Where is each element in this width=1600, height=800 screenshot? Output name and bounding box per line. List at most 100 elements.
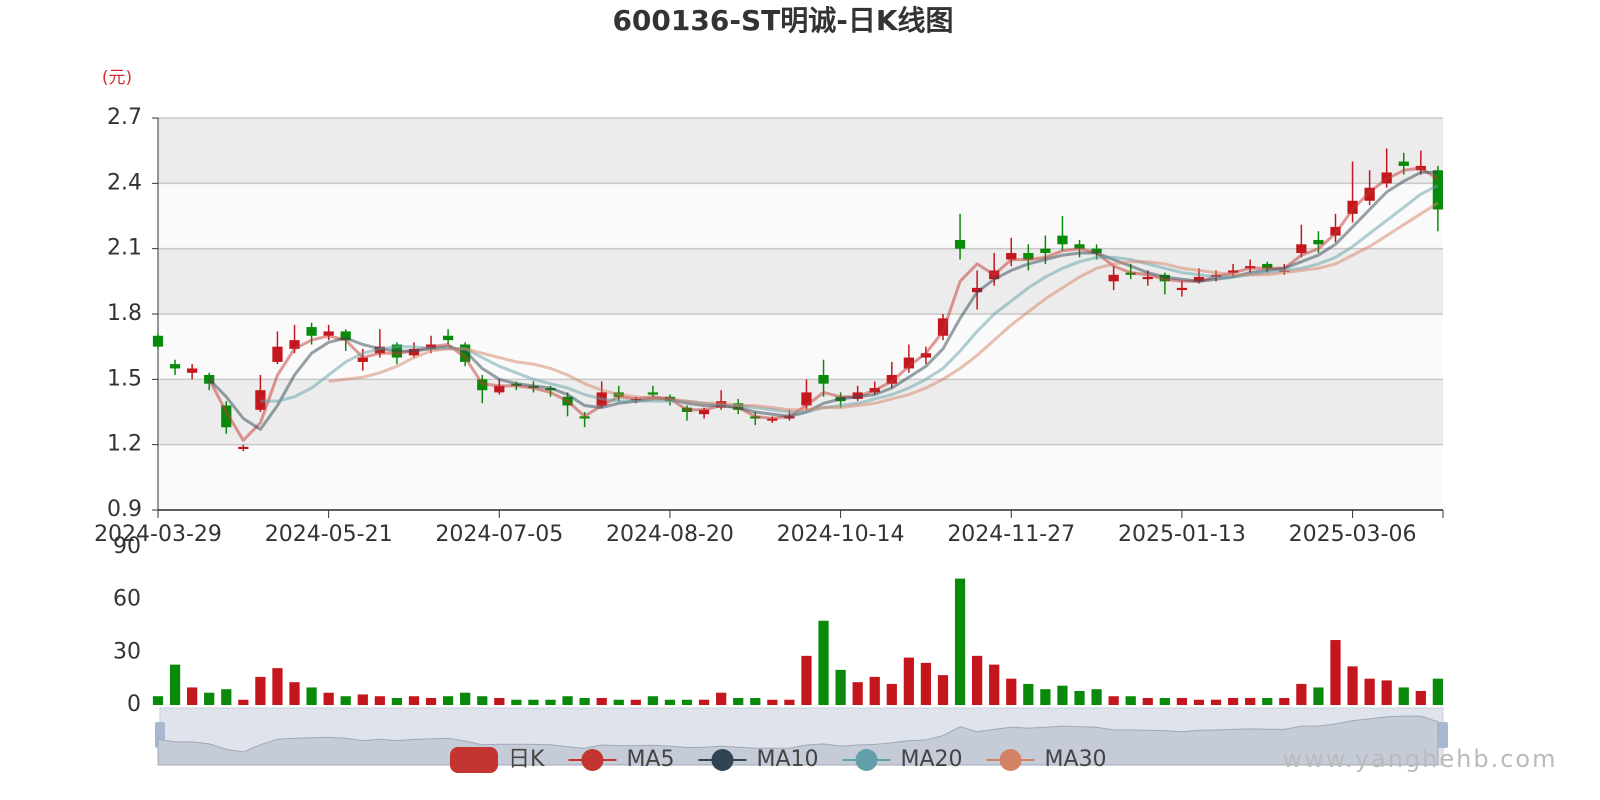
volume-bar <box>425 697 437 705</box>
volume-bar <box>596 697 607 705</box>
candle-body <box>238 446 249 450</box>
candle-body <box>1057 235 1068 245</box>
ma-line <box>328 201 1439 412</box>
volume-bar <box>494 697 505 705</box>
candle-body <box>357 357 368 362</box>
candle-body <box>1296 244 1307 254</box>
candle-body <box>323 331 334 336</box>
candle-body <box>1193 276 1205 282</box>
chart-title: 600136-ST明诚-日K线图 <box>612 4 953 37</box>
volume-bar <box>255 676 266 705</box>
volume-bar <box>272 668 283 705</box>
candle-body <box>1091 248 1102 254</box>
volume-bar <box>1330 640 1341 705</box>
zoom-handle[interactable] <box>1438 722 1448 748</box>
volume-bar <box>698 699 710 705</box>
volume-bar <box>323 692 334 705</box>
volume-bar <box>442 696 454 705</box>
volume-bar <box>903 657 914 705</box>
volume-bar <box>1262 697 1273 705</box>
volume-bar <box>613 699 624 705</box>
volume-bar <box>238 699 249 705</box>
y-unit: (元) <box>102 68 132 88</box>
candle-body <box>494 385 505 393</box>
y-tick-label: 90 <box>113 534 141 559</box>
volume-bar <box>1057 685 1068 705</box>
candle-body <box>1006 253 1017 260</box>
volume-bar <box>835 669 846 705</box>
legend-swatch <box>450 747 498 773</box>
x-tick-label: 2024-07-05 <box>435 522 563 547</box>
volume-bar <box>852 682 863 705</box>
candle-body <box>187 368 198 373</box>
grid-band <box>158 118 1443 184</box>
candle-body <box>903 357 914 369</box>
volume-bar <box>1108 696 1119 705</box>
candle-body <box>1347 200 1358 214</box>
candle-body <box>340 331 351 341</box>
volume-bar <box>733 697 744 705</box>
volume-bar <box>801 655 812 705</box>
candle-body <box>152 335 164 347</box>
candle-body <box>1040 248 1051 254</box>
volume-bar <box>1364 678 1375 705</box>
volume-bar <box>1381 680 1392 705</box>
x-tick-label: 2025-03-06 <box>1289 522 1417 547</box>
x-tick-label: 2025-01-13 <box>1118 522 1246 547</box>
candle-body <box>1176 287 1188 291</box>
volume-bar <box>374 696 385 705</box>
x-tick-label: 2024-10-14 <box>777 522 905 547</box>
y-tick-label: 2.4 <box>107 170 142 195</box>
watermark: www.yanghehb.com <box>1283 745 1558 773</box>
candle-body <box>1313 239 1324 245</box>
volume-bar <box>647 696 659 705</box>
legend-label: 日K <box>508 747 545 772</box>
y-tick-label: 2.7 <box>107 105 142 130</box>
candle-body <box>954 239 966 249</box>
volume-bar <box>681 699 693 705</box>
candle-body <box>289 340 300 349</box>
candle-body <box>698 409 710 415</box>
candle-body <box>460 344 471 362</box>
volume-bar <box>869 676 880 705</box>
volume-bar <box>1296 683 1307 705</box>
candle-body <box>920 353 932 358</box>
volume-bar <box>1125 696 1136 705</box>
volume-bar <box>562 696 573 705</box>
volume-bar <box>1040 689 1051 705</box>
volume-bar <box>579 697 590 705</box>
grid-band <box>158 183 1443 249</box>
candle-body <box>647 392 659 395</box>
legend-label: MA20 <box>901 747 963 772</box>
candle-body <box>818 374 829 384</box>
y-tick-label: 0 <box>127 692 141 717</box>
volume-bar <box>1006 678 1017 705</box>
candle-body <box>1074 244 1085 249</box>
volume-bar <box>886 683 897 705</box>
volume-bar <box>545 699 556 705</box>
volume-bar <box>169 664 181 705</box>
y-tick-label: 1.8 <box>107 301 142 326</box>
candle-body <box>1432 170 1443 210</box>
volume-bar <box>408 696 420 705</box>
legend-label: MA10 <box>756 747 818 772</box>
volume-bar <box>1074 690 1085 705</box>
volume-bar <box>357 694 368 705</box>
candle-body <box>886 374 897 384</box>
volume-bar <box>1210 699 1222 705</box>
x-tick-label: 2024-05-21 <box>265 522 393 547</box>
candle-body <box>272 346 283 362</box>
volume-bar <box>1398 687 1409 705</box>
volume-bar <box>204 692 215 705</box>
volume-bar <box>1193 699 1205 705</box>
legend-swatch <box>581 749 604 771</box>
legend-swatch <box>711 749 734 771</box>
y-tick-label: 1.5 <box>107 366 142 391</box>
volume-bar <box>1347 666 1358 705</box>
volume-bar <box>1415 690 1426 705</box>
y-tick-label: 0.9 <box>107 497 142 522</box>
candle-body <box>255 390 266 410</box>
legend-swatch <box>855 749 878 771</box>
volume-bar <box>152 696 164 705</box>
